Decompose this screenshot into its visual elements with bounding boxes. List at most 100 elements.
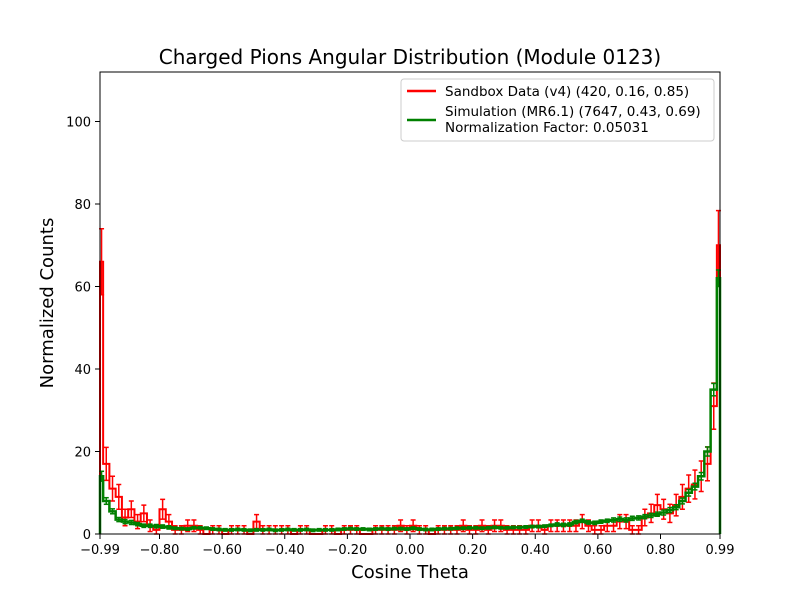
error-bar — [329, 527, 335, 532]
error-bar — [554, 522, 560, 527]
error-bar — [216, 527, 222, 532]
error-bar — [266, 527, 272, 532]
error-bar — [429, 527, 435, 532]
error-bar — [454, 526, 460, 531]
x-tick-label: 0.80 — [646, 543, 675, 558]
error-bar — [297, 527, 303, 532]
error-bar — [304, 527, 310, 532]
error-bar — [667, 506, 673, 514]
y-tick-label: 80 — [74, 198, 91, 213]
error-bar — [341, 527, 347, 532]
error-bar — [348, 526, 354, 531]
error-bar — [291, 527, 297, 532]
y-tick-label: 40 — [74, 363, 91, 378]
error-bar — [679, 483, 685, 510]
error-bar — [704, 446, 710, 457]
error-bar — [560, 522, 566, 528]
error-bar — [354, 527, 360, 532]
error-bar — [166, 525, 172, 530]
error-bar — [661, 498, 667, 520]
x-ticks: −0.99 −0.80 −0.60 −0.40 −0.20 0.00 0.20 0.40 0.6… — [80, 534, 734, 558]
error-bar — [135, 521, 141, 527]
error-bar — [711, 382, 717, 397]
y-tick-label: 60 — [74, 281, 91, 296]
x-tick-label: 0.00 — [396, 543, 425, 558]
error-bar — [335, 527, 341, 532]
error-bar — [116, 516, 122, 523]
error-bar — [404, 527, 410, 532]
error-bar — [623, 517, 629, 523]
y-tick-label: 100 — [66, 116, 91, 131]
error-bar — [222, 527, 228, 532]
error-bar — [110, 475, 116, 502]
error-bar — [661, 509, 667, 516]
error-bar — [272, 528, 278, 533]
error-bar — [160, 524, 166, 529]
error-bar — [153, 523, 159, 529]
error-bar — [191, 525, 197, 530]
error-bar — [141, 523, 147, 529]
x-axis-label: Cosine Theta — [351, 562, 469, 583]
error-bar — [510, 525, 516, 530]
x-tick-label: 0.20 — [458, 543, 487, 558]
x-tick-label: 0.60 — [583, 543, 612, 558]
error-bar — [366, 527, 372, 532]
error-bar — [448, 526, 454, 531]
error-bar — [504, 525, 510, 530]
y-tick-label: 20 — [74, 446, 91, 461]
error-bar — [529, 524, 535, 529]
error-bar — [692, 482, 698, 491]
error-bar — [604, 518, 610, 524]
error-bar — [423, 527, 429, 532]
error-bar — [385, 527, 391, 532]
error-bar — [203, 526, 209, 531]
error-bar — [391, 526, 397, 531]
x-tick-label: 0.99 — [706, 543, 735, 558]
error-bar — [373, 527, 379, 532]
error-bar — [398, 526, 404, 531]
legend: Sandbox Data (v4) (420, 0.16, 0.85) Simu… — [400, 78, 715, 142]
error-bar — [247, 528, 253, 533]
error-bar — [172, 526, 178, 531]
x-tick-label: −0.80 — [140, 543, 180, 558]
error-bar — [485, 525, 491, 530]
error-bar — [122, 518, 128, 525]
error-bar — [648, 512, 654, 519]
error-bar — [147, 523, 153, 529]
error-bar — [686, 488, 692, 497]
error-bar — [636, 515, 642, 521]
y-axis-label: Normalized Counts — [37, 218, 58, 389]
y-ticks: 0 20 40 60 80 100 — [66, 116, 100, 543]
error-bar — [160, 498, 166, 520]
error-bar — [698, 471, 704, 481]
error-bar — [210, 527, 216, 532]
error-bar — [310, 528, 316, 533]
error-bar — [535, 524, 541, 529]
error-bar — [629, 515, 635, 522]
error-bar — [103, 446, 109, 482]
error-bar — [617, 516, 623, 522]
x-tick-label: −0.40 — [265, 543, 305, 558]
y-tick-label: 0 — [83, 528, 91, 543]
error-bar — [110, 508, 116, 515]
error-bar — [254, 527, 260, 532]
error-bar — [178, 526, 184, 531]
error-bar — [322, 527, 328, 532]
error-bar — [279, 527, 285, 532]
error-bar — [642, 513, 648, 520]
legend-label-data: Sandbox Data (v4) (420, 0.16, 0.85) — [445, 84, 689, 100]
legend-label-simulation: Simulation (MR6.1) (7647, 0.43, 0.69) — [445, 104, 701, 120]
error-bar — [579, 518, 585, 524]
error-bar — [379, 526, 385, 531]
x-tick-label: −0.20 — [327, 543, 367, 558]
x-tick-label: −0.99 — [80, 543, 120, 558]
error-bar — [542, 524, 548, 529]
error-bar — [679, 497, 685, 505]
error-bar — [229, 527, 235, 532]
error-bar — [592, 520, 598, 526]
error-bar — [128, 500, 134, 519]
error-bar — [673, 503, 679, 511]
error-bar — [654, 511, 660, 518]
error-bar — [285, 527, 291, 532]
error-bar — [141, 504, 147, 523]
